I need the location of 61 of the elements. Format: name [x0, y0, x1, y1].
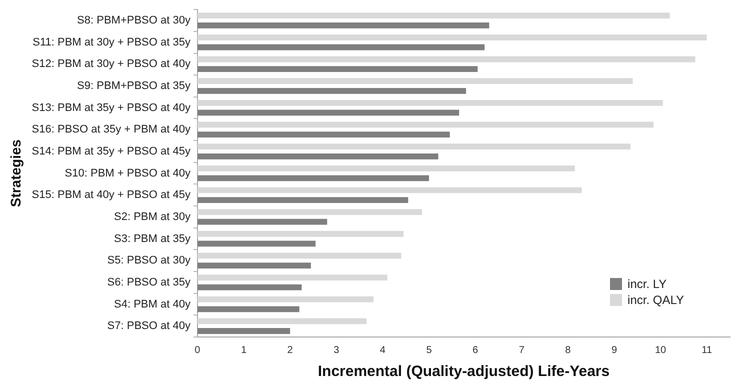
y-tick-label: S6: PBSO at 35y — [107, 276, 191, 288]
x-tick-label: 11 — [702, 344, 712, 356]
y-tick-label: S2: PBM at 30y — [114, 210, 191, 223]
y-tick-label: S3: PBM at 35y — [114, 232, 191, 245]
bar — [197, 12, 670, 19]
y-tick-label: S13: PBM at 35y + PBSO at 40y — [32, 102, 191, 114]
bar — [197, 132, 450, 138]
bar — [197, 88, 466, 94]
x-tick-label: 8 — [565, 344, 572, 356]
bar — [197, 230, 404, 237]
bar — [197, 165, 575, 172]
y-tick-label: S11: PBM at 30y + PBSO at 35y — [32, 36, 191, 48]
bar — [197, 252, 402, 259]
x-tick-label: 5 — [426, 344, 432, 356]
x-tick-label: 0 — [194, 344, 201, 356]
bar — [197, 175, 430, 182]
bar — [197, 284, 302, 290]
x-tick-label: 10 — [654, 344, 667, 356]
bar — [197, 209, 422, 215]
bar — [197, 187, 582, 194]
y-tick-label: S8: PBM+PBSO at 30y — [77, 14, 191, 27]
bar — [197, 218, 328, 225]
x-tick-label: 2 — [287, 344, 294, 356]
y-tick-label: S7: PBSO at 40y — [107, 320, 191, 332]
bar — [197, 66, 478, 72]
bar — [197, 122, 654, 128]
y-tick-label: S4: PBM at 40y — [114, 298, 191, 310]
bar — [197, 153, 438, 160]
bar — [197, 262, 311, 268]
y-tick-label: S16: PBSO at 35y + PBM at 40y — [32, 124, 191, 136]
y-tick-label: S12: PBM at 30y + PBSO at 40y — [32, 58, 191, 70]
legend-label: incr. QALY — [628, 293, 684, 307]
y-tick-label: S14: PBM at 35y + PBSO at 45y — [32, 146, 191, 158]
bar — [197, 274, 388, 280]
y-tick-label: S10: PBM + PBSO at 40y — [64, 167, 191, 180]
bar — [197, 144, 630, 150]
bar — [197, 318, 366, 324]
bar — [197, 56, 696, 62]
legend-label: incr. LY — [628, 277, 667, 291]
y-tick-label: S9: PBM+PBSO at 35y — [77, 80, 191, 92]
bar — [197, 78, 633, 84]
bar — [197, 328, 290, 334]
x-tick-label: 7 — [518, 344, 525, 356]
x-tick-label: 6 — [472, 344, 479, 356]
x-tick-label: 3 — [334, 344, 340, 356]
bar — [197, 22, 490, 28]
x-tick-label: 1 — [240, 344, 247, 356]
bar — [197, 44, 485, 50]
bar — [197, 110, 460, 116]
bar — [197, 100, 663, 106]
x-axis-title: Incremental (Quality-adjusted) Life-Years — [318, 363, 610, 380]
bar — [197, 306, 300, 312]
x-tick-label: 4 — [380, 344, 386, 356]
bar — [197, 240, 316, 247]
bar — [197, 296, 374, 302]
y-tick-label: S15: PBM at 40y + PBSO at 45y — [32, 189, 191, 202]
x-tick-label: 9 — [611, 344, 618, 356]
y-tick-label: S5: PBSO at 30y — [107, 254, 191, 267]
bar — [197, 34, 707, 40]
y-axis-title: Strategies — [7, 139, 24, 208]
bar — [197, 197, 408, 203]
